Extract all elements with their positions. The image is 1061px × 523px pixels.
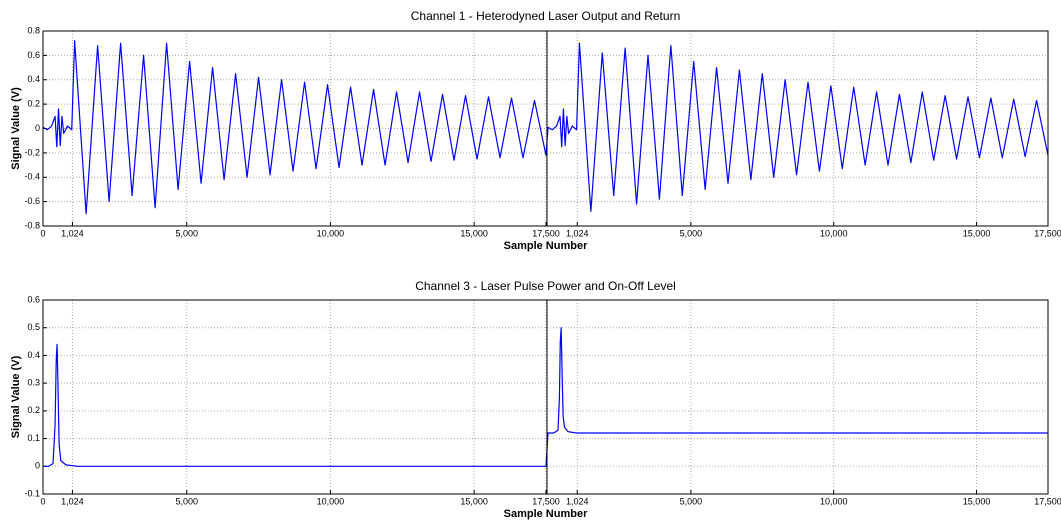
y-tick-label: 0.5 <box>27 322 40 332</box>
y-tick-label: 0.4 <box>27 350 40 360</box>
x-tick-label: 5,000 <box>680 496 703 506</box>
x-tick-label: 10,000 <box>820 496 848 506</box>
y-tick-label: 0.2 <box>27 405 40 415</box>
y-tick-label: -0.1 <box>24 488 40 498</box>
x-tick-label: 17,500 <box>1034 496 1061 506</box>
y-tick-label: 0.8 <box>27 25 40 35</box>
x-tick-label: 1,024 <box>566 496 589 506</box>
x-tick-label: 10,000 <box>317 228 345 238</box>
plot-frame <box>42 299 1049 495</box>
x-tick-label: 10,000 <box>820 228 848 238</box>
x-tick-label: 0 <box>40 496 45 506</box>
x-tick-label: 17,500 <box>532 228 560 238</box>
y-tick-label: -0.2 <box>24 147 40 157</box>
y-tick-label: -0.6 <box>24 196 40 206</box>
x-tick-label: 1,024 <box>61 228 84 238</box>
x-tick-label: 15,000 <box>963 496 991 506</box>
y-tick-label: 0.1 <box>27 433 40 443</box>
x-tick-label: 17,500 <box>532 496 560 506</box>
y-tick-label: 0.4 <box>27 74 40 84</box>
x-tick-label: 15,000 <box>963 228 991 238</box>
x-tick-label: 10,000 <box>317 496 345 506</box>
x-tick-label: 5,000 <box>175 228 198 238</box>
x-tick-label: 1,024 <box>566 228 589 238</box>
y-tick-label: 0.6 <box>27 294 40 304</box>
x-tick-label: 15,000 <box>460 496 488 506</box>
x-tick-label: 0 <box>40 228 45 238</box>
x-tick-label: 17,500 <box>1034 228 1061 238</box>
chart-title: Channel 1 - Heterodyned Laser Output and… <box>411 9 681 23</box>
y-tick-label: 0.6 <box>27 50 40 60</box>
y-axis-label: Signal Value (V) <box>10 87 22 170</box>
x-axis-label: Sample Number <box>504 508 588 520</box>
y-tick-label: -0.4 <box>24 172 40 182</box>
y-tick-label: 0 <box>35 461 40 471</box>
plot-frame <box>42 30 1049 227</box>
x-tick-label: 1,024 <box>61 496 84 506</box>
x-tick-label: 15,000 <box>460 228 488 238</box>
y-tick-label: -0.8 <box>24 220 40 230</box>
y-tick-label: 0.2 <box>27 99 40 109</box>
chart-title: Channel 3 - Laser Pulse Power and On-Off… <box>415 279 676 293</box>
x-tick-label: 5,000 <box>175 496 198 506</box>
x-axis-label: Sample Number <box>504 240 588 252</box>
y-axis-label: Signal Value (V) <box>10 355 22 438</box>
y-tick-label: 0.3 <box>27 378 40 388</box>
y-tick-label: 0 <box>35 123 40 133</box>
x-tick-label: 5,000 <box>680 228 703 238</box>
